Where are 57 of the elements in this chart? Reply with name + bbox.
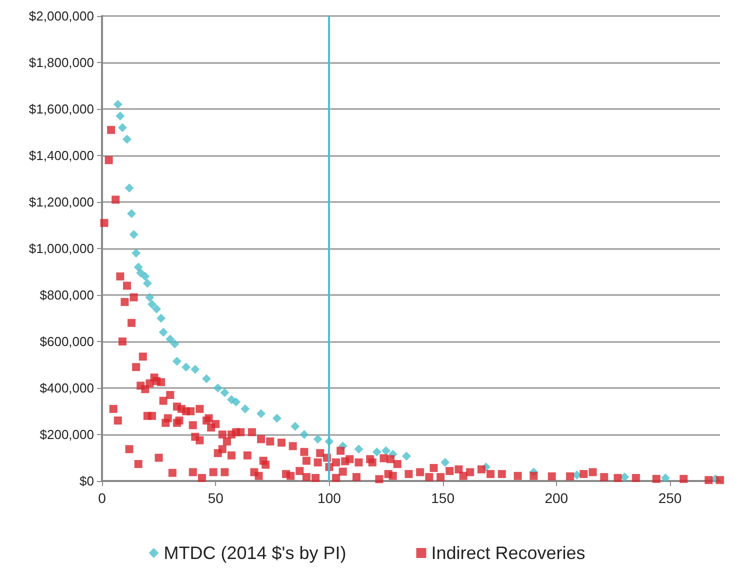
point xyxy=(118,123,127,132)
point xyxy=(213,384,222,392)
point xyxy=(660,473,670,482)
y-tick-label: $0 xyxy=(80,474,94,488)
point xyxy=(134,262,143,272)
point xyxy=(313,434,322,444)
point xyxy=(272,414,282,423)
point xyxy=(136,268,146,278)
y-tick-label: $1,200,000 xyxy=(28,194,94,210)
y-tick-label: $1,600,000 xyxy=(28,102,94,116)
x-tick-label: 250 xyxy=(658,490,682,506)
point xyxy=(382,446,391,456)
point xyxy=(354,444,364,454)
point xyxy=(300,430,309,439)
x-tick-label: 150 xyxy=(431,490,455,506)
point xyxy=(240,404,250,414)
point xyxy=(190,364,200,374)
x-tick-label: 200 xyxy=(544,490,568,506)
y-tick-label: $1,400,000 xyxy=(28,148,94,163)
x-tick-label: 0 xyxy=(98,490,106,506)
point xyxy=(145,292,154,302)
point xyxy=(124,184,134,193)
legend-label: MTDC (2014 $'s by PI) xyxy=(164,543,346,563)
y-tick-label: $2,000,000 xyxy=(28,8,94,24)
point xyxy=(156,314,166,323)
point xyxy=(372,447,382,456)
point xyxy=(152,304,162,314)
y-tick-label: $1,800,000 xyxy=(28,55,94,70)
point xyxy=(142,278,152,288)
point xyxy=(440,458,450,467)
point xyxy=(113,100,122,109)
point xyxy=(202,374,212,384)
point xyxy=(127,209,136,218)
y-tick-label: $800,000 xyxy=(40,288,94,302)
point xyxy=(129,230,138,240)
y-tick-label: $1,000,000 xyxy=(28,241,94,256)
point xyxy=(116,111,125,120)
y-tick-label: $600,000 xyxy=(40,334,94,349)
y-tick-label: $400,000 xyxy=(40,380,94,396)
point xyxy=(402,452,411,461)
point xyxy=(166,334,175,344)
point xyxy=(220,388,230,398)
point xyxy=(172,356,182,366)
point xyxy=(182,362,191,372)
point xyxy=(140,272,150,281)
x-tick-label: 100 xyxy=(318,490,342,506)
x-tick-label: 50 xyxy=(208,490,224,506)
point xyxy=(290,422,300,431)
point xyxy=(132,248,141,258)
point xyxy=(170,339,180,348)
point xyxy=(122,134,132,144)
point xyxy=(158,328,168,337)
point xyxy=(256,409,266,418)
y-tick-label: $200,000 xyxy=(40,427,94,442)
legend-label: Indirect Recoveries xyxy=(431,543,586,563)
point xyxy=(147,300,156,309)
point xyxy=(232,397,241,406)
